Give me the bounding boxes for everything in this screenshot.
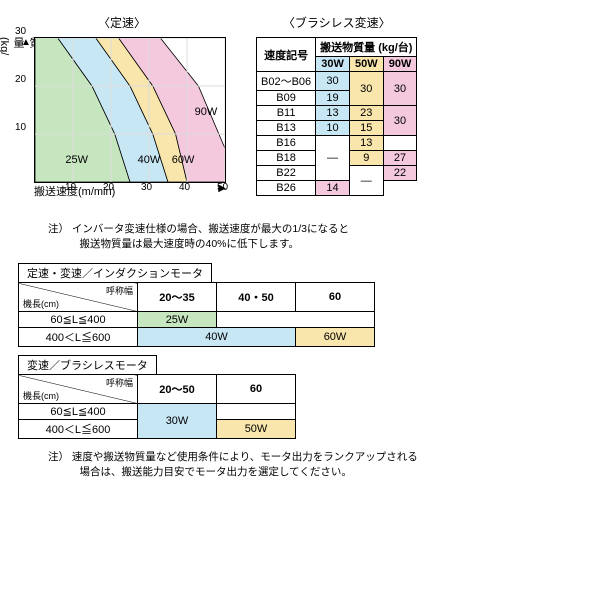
top-row: 〈定速〉 ▲ 搬送物質量(kg/台) 25W40W60W90W102030102… [18, 14, 582, 211]
chart-title-left: 〈定速〉 [18, 14, 226, 31]
chart-plot-area: 25W40W60W90W1020301020304050 [34, 37, 226, 183]
brushless2-table: 呼称幅機長(cm)20～506060≦L≦40030W400＜L≦60050W [18, 374, 296, 439]
induction-section: 定速・変速／インダクションモータ 呼称幅機長(cm)20～3540・506060… [18, 263, 582, 347]
brushless2-section: 変速／ブラシレスモータ 呼称幅機長(cm)20～506060≦L≦40030W4… [18, 355, 582, 439]
svg-text:25W: 25W [65, 154, 88, 166]
brushless-table-wrap: 〈ブラシレス変速〉 速度記号搬送物質量 (kg/台)30W50W90WB02～B… [256, 14, 417, 196]
chart-title-right: 〈ブラシレス変速〉 [256, 14, 417, 31]
note-2: 注） 速度や搬送物質量など使用条件により、モータ出力をランクアップされる 場合は… [48, 449, 582, 479]
induction-title: 定速・変速／インダクションモータ [18, 263, 212, 283]
svg-text:90W: 90W [195, 106, 218, 118]
svg-text:60W: 60W [172, 154, 195, 166]
svg-text:40W: 40W [138, 154, 161, 166]
fixed-speed-chart: 〈定速〉 ▲ 搬送物質量(kg/台) 25W40W60W90W102030102… [18, 14, 226, 211]
induction-table: 呼称幅機長(cm)20～3540・506060≦L≦40025W400＜L≦60… [18, 282, 375, 347]
note-1: 注） インバータ変速仕様の場合、搬送速度が最大の1/3になると 搬送物質量は最大… [48, 221, 582, 251]
brushless2-title: 変速／ブラシレスモータ [18, 355, 157, 375]
brushless-table: 速度記号搬送物質量 (kg/台)30W50W90WB02～B06303030B0… [256, 37, 417, 196]
